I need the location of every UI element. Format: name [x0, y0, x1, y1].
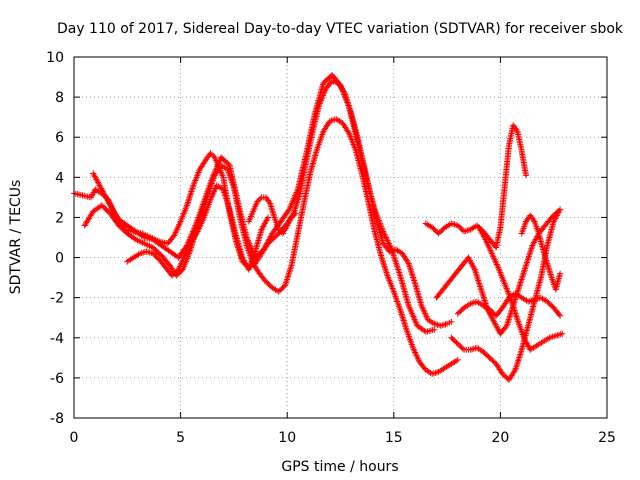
x-tick-label: 15: [385, 430, 403, 446]
data-point: [511, 368, 518, 375]
series-track-j: [476, 224, 566, 353]
data-point: [289, 213, 296, 220]
data-point: [291, 211, 298, 218]
series-track-d: [124, 182, 272, 279]
y-tick-label: 0: [55, 251, 64, 267]
data-point: [556, 311, 563, 318]
y-tick-label: -6: [50, 371, 64, 387]
y-tick-label: 8: [55, 90, 64, 106]
x-axis-label: GPS time / hours: [281, 459, 398, 475]
data-point: [557, 312, 564, 319]
y-tick-label: -2: [50, 291, 64, 307]
x-tick-label: 0: [70, 430, 79, 446]
data-point: [131, 235, 138, 242]
x-tick-label: 25: [598, 430, 616, 446]
data-point: [404, 259, 411, 266]
series-track-c: [90, 72, 438, 335]
y-tick-label: 10: [46, 50, 64, 66]
y-axis-label: SDTVAR / TECUs: [8, 180, 24, 295]
y-tick-label: 6: [55, 130, 64, 146]
series-track-e: [245, 194, 299, 237]
data-point: [557, 270, 564, 277]
data-point: [431, 326, 438, 333]
y-tick-label: 4: [55, 170, 64, 186]
data-point: [207, 150, 214, 157]
series-track-i: [454, 290, 564, 319]
data-point: [277, 227, 284, 234]
data-point: [345, 128, 352, 135]
data-point: [257, 195, 264, 202]
x-tick-label: 10: [278, 430, 296, 446]
data-point: [454, 356, 461, 363]
x-tick-label: 5: [176, 430, 185, 446]
chart-title: Day 110 of 2017, Sidereal Day-to-day VTE…: [57, 21, 624, 37]
data-points: [71, 72, 566, 383]
data-point: [557, 206, 564, 213]
axis-ticks: 0 5 10 15 20 25 -8 -6 -4 -2 0 2 4 6 8 10: [46, 50, 616, 446]
data-point: [254, 198, 261, 205]
data-point: [288, 214, 295, 221]
y-tick-label: 2: [55, 210, 64, 226]
x-tick-label: 20: [491, 430, 509, 446]
data-point: [208, 151, 215, 158]
data-point: [275, 226, 282, 233]
series-track-k: [518, 212, 564, 293]
data-point: [522, 172, 529, 179]
plot-frame: [73, 56, 608, 419]
data-point: [292, 210, 299, 217]
data-point: [459, 345, 466, 352]
y-tick-label: -4: [50, 331, 64, 347]
y-tick-label: -8: [50, 411, 64, 427]
series-track-f: [422, 122, 529, 251]
series-track-h: [448, 206, 564, 383]
data-point: [255, 197, 262, 204]
data-point: [139, 233, 146, 240]
data-point: [210, 152, 217, 159]
data-point: [448, 318, 455, 325]
data-point: [559, 330, 566, 337]
data-point: [265, 214, 272, 221]
